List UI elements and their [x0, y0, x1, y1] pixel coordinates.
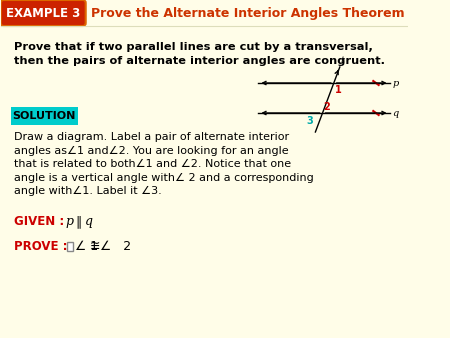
FancyBboxPatch shape [67, 242, 73, 251]
Text: PROVE :: PROVE : [14, 240, 68, 253]
Text: Draw a diagram. Label a pair of alternate interior: Draw a diagram. Label a pair of alternat… [14, 132, 289, 142]
Text: p: p [66, 215, 74, 228]
Text: EXAMPLE 3: EXAMPLE 3 [6, 7, 81, 20]
Text: q: q [392, 110, 399, 119]
Text: angle is a vertical angle with∠ 2 and a corresponding: angle is a vertical angle with∠ 2 and a … [14, 172, 314, 183]
Text: then the pairs of alternate interior angles are congruent.: then the pairs of alternate interior ang… [14, 56, 385, 66]
Text: SOLUTION: SOLUTION [13, 111, 76, 121]
Text: p: p [392, 79, 399, 89]
Text: 3: 3 [307, 116, 314, 126]
Text: ≅: ≅ [89, 240, 100, 253]
FancyBboxPatch shape [1, 0, 86, 26]
Text: Prove the Alternate Interior Angles Theorem: Prove the Alternate Interior Angles Theo… [91, 7, 405, 20]
Text: GIVEN :: GIVEN : [14, 215, 64, 228]
Text: angle with∠1. Label it ∠3.: angle with∠1. Label it ∠3. [14, 186, 162, 196]
Text: 1: 1 [335, 85, 342, 95]
Text: t: t [341, 56, 345, 65]
Text: 2: 2 [324, 102, 330, 112]
Text: angles as∠1 and∠2. You are looking for an angle: angles as∠1 and∠2. You are looking for a… [14, 145, 289, 155]
Text: ∠ 1: ∠ 1 [75, 240, 98, 253]
Text: that is related to both∠1 and ∠2. Notice that one: that is related to both∠1 and ∠2. Notice… [14, 159, 292, 169]
Text: Prove that if two parallel lines are cut by a transversal,: Prove that if two parallel lines are cut… [14, 42, 373, 52]
Text: ∠   2: ∠ 2 [100, 240, 131, 253]
Text: ∥: ∥ [75, 215, 81, 228]
Text: q: q [85, 215, 93, 228]
FancyBboxPatch shape [11, 107, 77, 125]
